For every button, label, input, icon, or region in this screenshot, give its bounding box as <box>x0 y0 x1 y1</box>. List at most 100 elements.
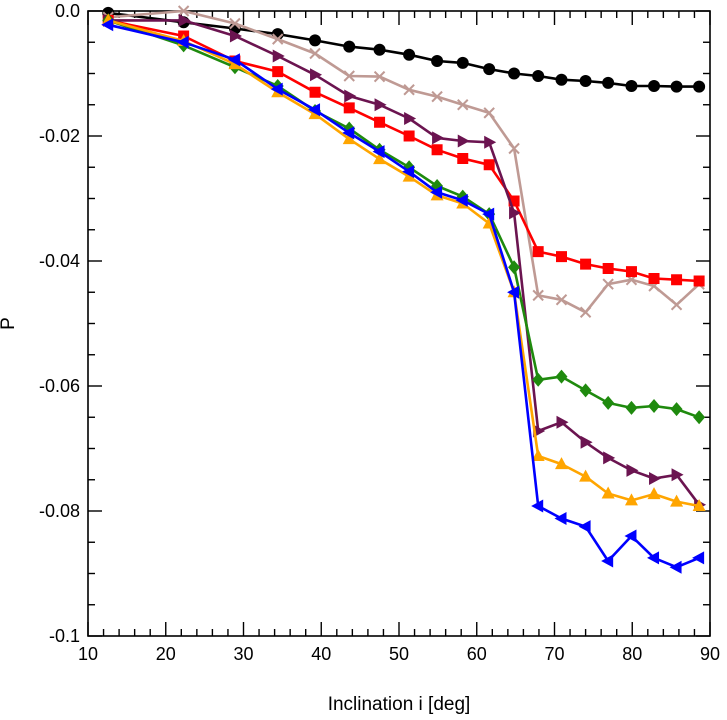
data-point <box>601 554 614 568</box>
data-point <box>624 493 638 506</box>
series-3 <box>102 14 705 287</box>
data-point <box>270 82 283 96</box>
data-point <box>670 299 683 311</box>
data-point <box>532 70 545 82</box>
data-point <box>455 193 468 207</box>
data-point <box>532 246 544 258</box>
labels-layer: Inclination i [deg] P <box>0 317 470 715</box>
data-point <box>310 68 323 82</box>
data-point <box>579 306 592 318</box>
data-point <box>508 195 520 207</box>
data-point <box>669 560 682 574</box>
series-7 <box>101 18 705 574</box>
data-point <box>670 80 683 93</box>
data-point <box>403 84 415 96</box>
data-point <box>692 551 705 565</box>
x-axis-label: Inclination i [deg] <box>328 694 471 715</box>
data-point <box>403 130 415 142</box>
data-point <box>374 116 386 128</box>
data-point <box>402 165 415 179</box>
data-point <box>647 487 661 500</box>
data-point <box>508 142 520 155</box>
data-point <box>343 40 356 53</box>
data-point <box>483 63 496 76</box>
data-point <box>648 273 660 284</box>
data-point <box>670 494 684 507</box>
data-point <box>532 372 545 387</box>
data-point <box>372 145 385 159</box>
data-point <box>579 75 592 87</box>
data-point <box>373 70 386 83</box>
data-point <box>374 98 387 112</box>
series-5 <box>102 13 706 425</box>
data-point <box>670 402 683 417</box>
data-point <box>342 132 356 145</box>
data-point <box>309 34 322 47</box>
data-point <box>555 251 567 263</box>
x-tick-label: 20 <box>156 644 176 664</box>
axes-layer: 10 20 30 40 50 60 70 80 90 0.0 -0.02 -0.04 -0.06 -0.0… <box>39 1 720 664</box>
data-point <box>308 103 321 117</box>
series-line <box>108 19 701 506</box>
x-tick-label: 40 <box>311 644 331 664</box>
data-point <box>693 80 706 93</box>
series-line <box>107 19 700 508</box>
data-point <box>531 499 544 513</box>
data-point <box>101 18 114 32</box>
x-tick-label: 30 <box>233 644 253 664</box>
y-tick-label: -0.06 <box>39 376 80 396</box>
y-tick-label: -0.08 <box>39 501 80 521</box>
data-point <box>309 86 321 98</box>
data-point <box>580 258 592 270</box>
data-point <box>531 449 545 461</box>
data-point <box>482 207 495 221</box>
series-line <box>107 23 700 569</box>
data-point <box>647 551 660 565</box>
data-point <box>602 76 615 89</box>
data-point <box>177 5 190 17</box>
data-point <box>671 274 683 286</box>
y-tick-label: -0.04 <box>39 251 80 271</box>
data-point <box>649 472 662 485</box>
data-point <box>555 73 568 86</box>
data-point <box>508 67 521 80</box>
series-layer <box>101 5 707 574</box>
data-point <box>456 56 469 69</box>
data-point <box>580 435 593 449</box>
data-point <box>431 144 443 156</box>
data-point <box>309 47 321 60</box>
data-point <box>601 486 615 499</box>
data-point <box>373 43 386 56</box>
data-point <box>343 70 355 82</box>
data-point <box>431 55 444 67</box>
y-tick-label: 0.0 <box>55 1 80 21</box>
data-point <box>457 134 470 148</box>
y-tick-label: -0.02 <box>39 126 80 146</box>
plot-frame <box>87 10 711 637</box>
data-point <box>625 400 638 415</box>
x-tick-label: 90 <box>700 644 720 664</box>
data-point <box>671 468 684 482</box>
data-point <box>602 278 614 290</box>
data-point <box>555 294 568 306</box>
data-point <box>624 529 637 543</box>
data-point <box>272 49 285 63</box>
data-point <box>430 185 443 199</box>
data-point <box>343 102 355 114</box>
data-point <box>554 457 568 470</box>
data-point <box>532 289 544 302</box>
data-point <box>579 469 593 482</box>
data-point <box>507 285 520 299</box>
data-point <box>579 383 592 398</box>
data-point <box>484 135 497 149</box>
data-point <box>457 99 469 111</box>
data-point <box>176 35 189 49</box>
data-point <box>692 499 706 511</box>
data-point <box>509 206 522 220</box>
data-point <box>508 260 521 275</box>
data-point <box>483 107 495 119</box>
data-point <box>693 410 706 425</box>
data-point <box>272 33 284 45</box>
data-point <box>626 463 639 477</box>
